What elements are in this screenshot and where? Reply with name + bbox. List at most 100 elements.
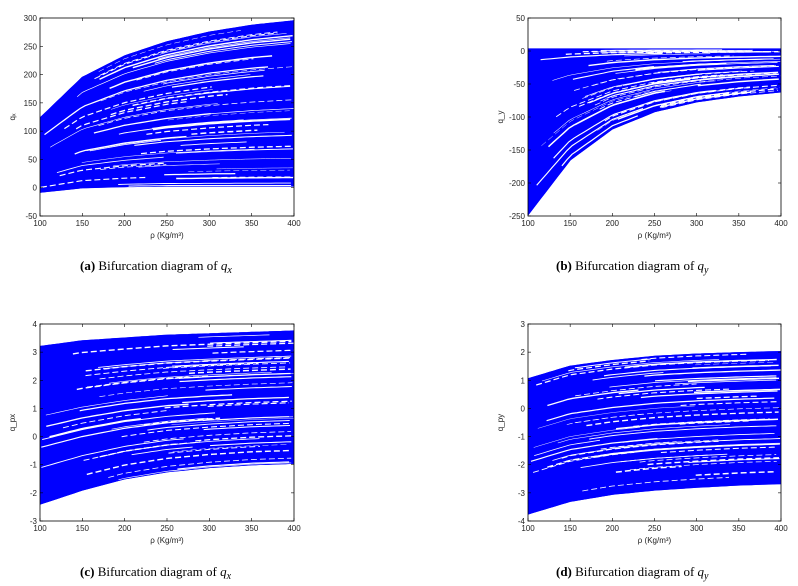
y-tick-label: 1 bbox=[33, 404, 38, 413]
trajectory-gap bbox=[654, 375, 777, 382]
trajectory-gap bbox=[203, 424, 291, 431]
trajectory-gap bbox=[674, 379, 777, 385]
y-tick-label: 0 bbox=[521, 47, 526, 56]
trajectory-gap bbox=[136, 58, 254, 81]
trajectory-gap bbox=[582, 476, 730, 492]
y-tick-label: 2 bbox=[521, 348, 526, 357]
trajectory-gap bbox=[552, 438, 781, 461]
trajectory-gap bbox=[175, 148, 293, 154]
trajectory-gap bbox=[42, 412, 216, 440]
x-tick-label: 400 bbox=[774, 524, 788, 533]
caption-text: Bifurcation diagram of bbox=[94, 564, 220, 579]
x-tick-label: 250 bbox=[160, 524, 174, 533]
trajectory-gap bbox=[110, 93, 228, 116]
trajectory-gap bbox=[182, 396, 289, 404]
trajectory-gap bbox=[618, 386, 705, 395]
trajectory-gap bbox=[188, 368, 291, 374]
x-tick-label: 150 bbox=[563, 219, 577, 228]
y-axis-label: qₓ bbox=[8, 113, 17, 120]
trajectory-gap bbox=[616, 418, 779, 430]
trajectory-gap bbox=[134, 134, 292, 146]
bifurcation-band-c bbox=[40, 330, 294, 505]
trajectory-gap bbox=[76, 43, 291, 97]
caption-subscript: x bbox=[226, 571, 232, 582]
x-tick-label: 300 bbox=[203, 219, 217, 228]
trajectory-gap bbox=[600, 49, 723, 51]
trajectory-gap bbox=[147, 420, 290, 431]
trajectory-gap bbox=[682, 58, 774, 63]
trajectory-gap bbox=[592, 372, 664, 381]
y-tick-label: 3 bbox=[33, 348, 38, 357]
trajectory-gap bbox=[597, 87, 780, 131]
y-tick-label: -1 bbox=[518, 433, 526, 442]
x-tick-label: 250 bbox=[648, 219, 662, 228]
trajectory-gap bbox=[163, 362, 291, 369]
y-tick-label: 2 bbox=[33, 376, 38, 385]
trajectory-gap bbox=[659, 91, 752, 108]
trajectory-gap bbox=[108, 457, 292, 478]
trajectory-gap bbox=[99, 31, 278, 76]
trajectory-gap bbox=[132, 38, 291, 69]
trajectory-gap bbox=[207, 402, 290, 407]
trajectory-gap bbox=[687, 377, 780, 383]
trajectory-gap bbox=[588, 55, 781, 67]
panel-caption: (c) Bifurcation diagram of qx bbox=[80, 564, 232, 582]
trajectory-gap bbox=[171, 75, 264, 88]
caption-symbol: q bbox=[698, 564, 705, 579]
trajectory-gap bbox=[98, 355, 292, 368]
trajectory-gap bbox=[45, 395, 168, 416]
x-axis-label: ρ (Kg/m³) bbox=[150, 536, 184, 545]
trajectory-gap bbox=[177, 461, 290, 470]
trajectory-gap bbox=[75, 100, 189, 130]
trajectory-gap bbox=[178, 372, 291, 379]
trajectory-gap bbox=[188, 169, 290, 172]
trajectory-gap bbox=[164, 172, 236, 176]
y-axis-label: q_px bbox=[8, 414, 17, 431]
y-tick-label: 1 bbox=[521, 376, 526, 385]
trajectory-gap bbox=[624, 358, 777, 368]
x-tick-label: 350 bbox=[245, 219, 259, 228]
y-tick-label: 300 bbox=[24, 14, 38, 23]
trajectory-gap bbox=[547, 389, 639, 407]
y-tick-label: -250 bbox=[509, 212, 526, 221]
trajectory-gap bbox=[56, 156, 164, 173]
trajectory-gap bbox=[86, 131, 285, 152]
trajectory-gap bbox=[159, 33, 287, 55]
trajectory-gap bbox=[179, 376, 292, 383]
trajectory-gap bbox=[99, 34, 293, 80]
trajectory-gap bbox=[49, 418, 141, 438]
trajectory-gap bbox=[62, 409, 170, 429]
trajectory-gap bbox=[574, 65, 777, 91]
x-tick-label: 300 bbox=[690, 219, 704, 228]
x-tick-label: 200 bbox=[118, 219, 132, 228]
series-line-0 bbox=[40, 330, 294, 348]
bifurcation-band-a bbox=[40, 20, 294, 193]
trajectory-gap bbox=[648, 51, 780, 54]
trajectory-gap bbox=[140, 145, 294, 155]
trajectory-gap bbox=[584, 70, 742, 97]
x-tick-label: 150 bbox=[563, 524, 577, 533]
trajectory-gap bbox=[620, 454, 713, 463]
trajectory-gap bbox=[599, 88, 671, 110]
trajectory-gap bbox=[640, 390, 778, 399]
trajectory-gap bbox=[138, 163, 220, 168]
trajectory-gap bbox=[74, 135, 187, 155]
y-tick-label: -1 bbox=[30, 461, 38, 470]
trajectory-gap bbox=[568, 360, 650, 372]
trajectory-gap bbox=[532, 451, 635, 473]
trajectory-gap bbox=[89, 139, 162, 152]
x-tick-label: 200 bbox=[606, 524, 620, 533]
trajectory-gap bbox=[552, 58, 781, 81]
trajectory-gap bbox=[118, 462, 292, 481]
trajectory-gap bbox=[152, 119, 244, 129]
trajectory-gap bbox=[547, 90, 666, 148]
series-line-0 bbox=[528, 351, 781, 380]
trajectory-gap bbox=[46, 403, 189, 427]
panel-caption: (d) Bifurcation diagram of qy bbox=[556, 564, 709, 582]
y-tick-label: 150 bbox=[24, 99, 38, 108]
trajectory-gap bbox=[131, 446, 193, 456]
x-tick-label: 250 bbox=[160, 219, 174, 228]
trajectory-gap bbox=[572, 65, 654, 80]
y-tick-label: -3 bbox=[518, 489, 526, 498]
caption-label: (a) bbox=[80, 258, 95, 273]
